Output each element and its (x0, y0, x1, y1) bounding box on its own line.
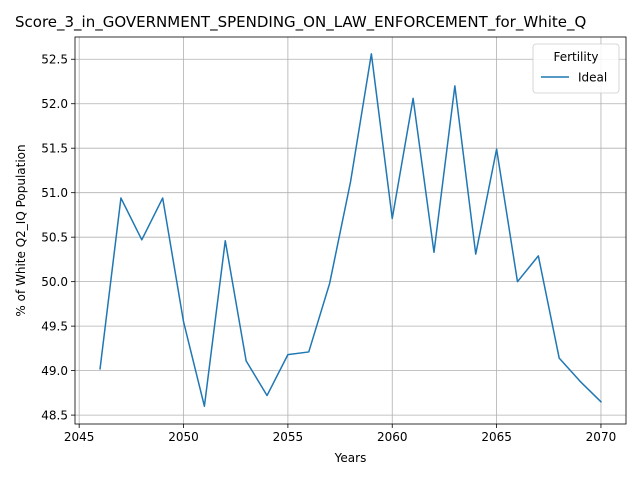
x-tick-label: 2045 (64, 430, 95, 444)
legend: Fertility Ideal (532, 43, 620, 94)
y-tick-label: 49.5 (41, 320, 68, 334)
y-tick-label: 52.0 (41, 97, 68, 111)
data-point (328, 282, 330, 284)
y-tick-label: 50.5 (41, 231, 68, 245)
data-point (245, 360, 247, 362)
data-point (579, 380, 581, 382)
data-point (600, 401, 602, 403)
data-point (266, 394, 268, 396)
plot-frame (74, 36, 627, 425)
y-tick-label: 48.5 (41, 409, 68, 423)
data-point (537, 255, 539, 257)
y-tick-label: 49.0 (41, 364, 68, 378)
data-point (203, 405, 205, 407)
x-tick-label: 2060 (377, 430, 408, 444)
data-point (182, 320, 184, 322)
x-tick-label: 2065 (481, 430, 512, 444)
data-point (99, 368, 101, 370)
data-point (141, 239, 143, 241)
data-point (391, 217, 393, 219)
data-point (224, 240, 226, 242)
data-point (516, 280, 518, 282)
data-point (433, 251, 435, 253)
legend-box (532, 43, 620, 94)
series-line-ideal (99, 53, 603, 407)
data-point (161, 197, 163, 199)
data-point (370, 53, 372, 55)
x-tick-label: 2070 (586, 430, 617, 444)
x-tick-label: 2050 (168, 430, 199, 444)
legend-title: Fertility (553, 50, 598, 64)
y-tick-label: 50.0 (41, 275, 68, 289)
y-tick-label: 52.5 (41, 53, 68, 67)
data-point (558, 357, 560, 359)
x-tick-label: 2055 (273, 430, 304, 444)
data-point (308, 351, 310, 353)
data-point (475, 253, 477, 255)
data-point (412, 97, 414, 99)
x-axis-label: Years (334, 451, 367, 465)
data-point (349, 181, 351, 183)
legend-label-ideal: Ideal (578, 71, 607, 85)
data-point (454, 85, 456, 87)
data-point (120, 197, 122, 199)
y-tick-label: 51.0 (41, 186, 68, 200)
y-axis-label: % of White Q2_IQ Population (14, 144, 28, 316)
y-tick-label: 51.5 (41, 142, 68, 156)
data-point (495, 148, 497, 150)
chart-title: Score_3_in_GOVERNMENT_SPENDING_ON_LAW_EN… (15, 13, 586, 32)
data-point (287, 353, 289, 355)
